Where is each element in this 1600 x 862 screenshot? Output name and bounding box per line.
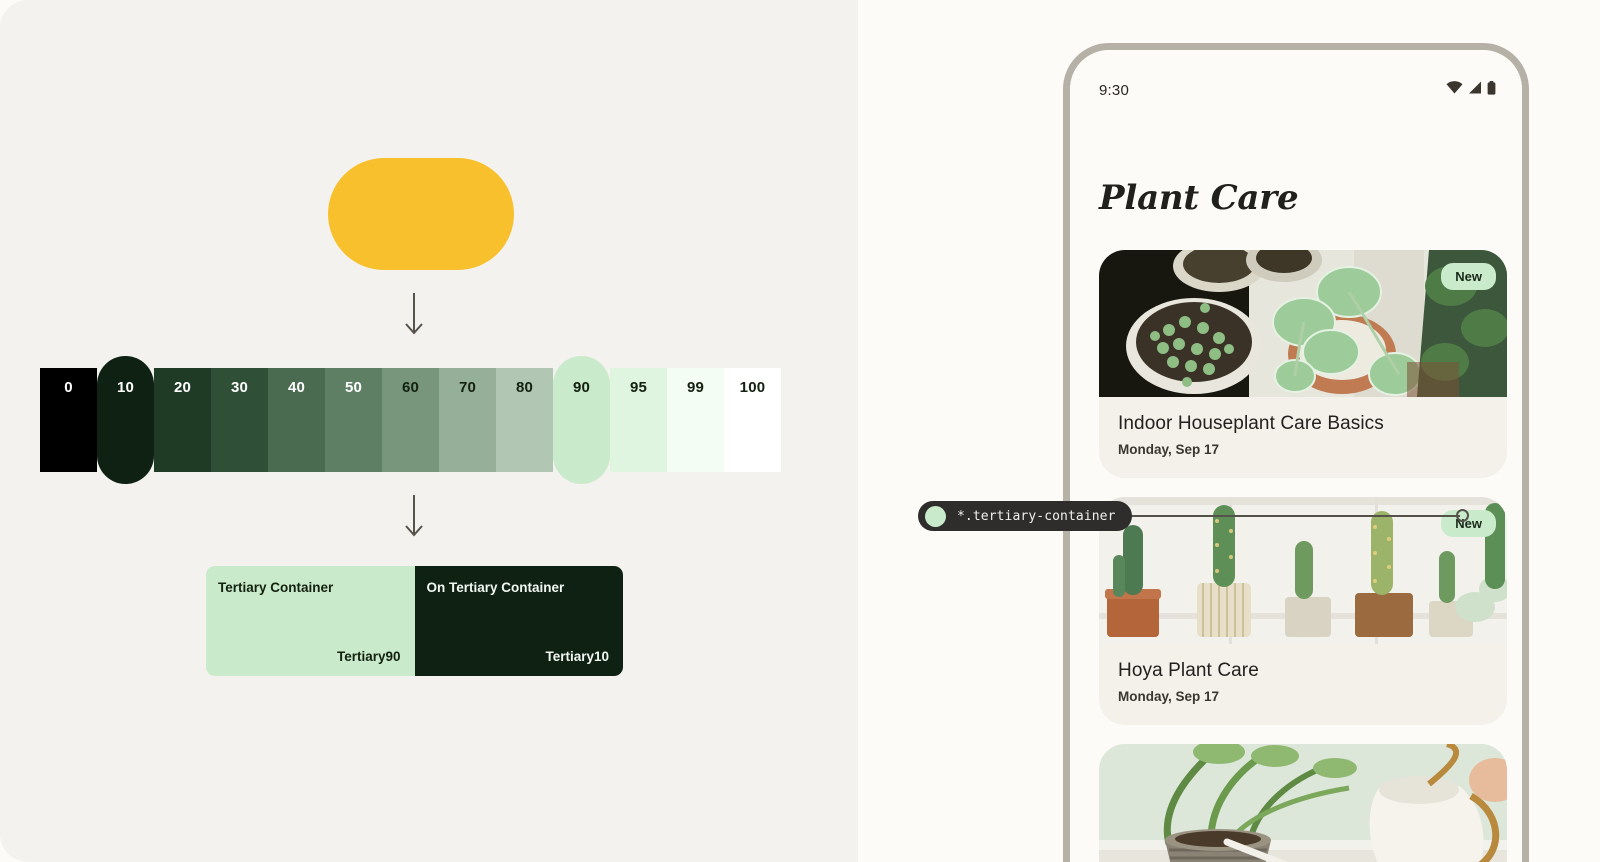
tone-swatch-30[interactable]: 30 xyxy=(211,368,268,472)
status-bar: 9:30 xyxy=(1070,78,1522,102)
inspector-selector-chip[interactable]: *.tertiary-container xyxy=(918,501,1132,531)
tone-label: 80 xyxy=(515,379,534,396)
status-icons xyxy=(1446,80,1496,100)
inspector-selector-label: *.tertiary-container xyxy=(957,508,1116,524)
device-preview-panel: 9:30 Plant Care xyxy=(858,0,1600,862)
inspector-callout-line xyxy=(1060,515,1460,517)
container-role-title: Tertiary Container xyxy=(218,580,334,595)
tone-swatch-20[interactable]: 20 xyxy=(154,368,211,472)
card-title: Indoor Houseplant Care Basics xyxy=(1118,413,1384,434)
tone-swatch-50[interactable]: 50 xyxy=(325,368,382,472)
status-time: 9:30 xyxy=(1099,81,1129,99)
container-tone-label: Tertiary90 xyxy=(336,649,401,664)
palette-panel: 0 10 20 30 40 50 60 70 80 90 95 99 100 Tertiary Cont… xyxy=(40,158,808,676)
tone-swatch-0[interactable]: 0 xyxy=(40,368,97,472)
tone-label: 100 xyxy=(739,379,766,396)
tone-label: 0 xyxy=(64,379,73,396)
new-badge: New xyxy=(1441,263,1496,290)
arrow-down-bottom xyxy=(396,494,432,542)
cactus-shelf-photo: New xyxy=(1099,496,1507,644)
battery-icon xyxy=(1487,80,1496,100)
tone-label: 20 xyxy=(173,379,192,396)
tone-label: 30 xyxy=(230,379,249,396)
card-date: Monday, Sep 17 xyxy=(1118,441,1220,457)
article-card[interactable]: New Hoya Plant Care Monday, Sep 17 xyxy=(1099,496,1507,725)
page-title: Plant Care xyxy=(1099,178,1299,218)
article-card-list: New Indoor Houseplant Care Basics Monday, … xyxy=(1099,250,1507,862)
tertiary-container-swatch[interactable]: Tertiary Container Tertiary90 xyxy=(206,566,415,676)
card-body: Indoor Houseplant Care Basics Monday, Sep… xyxy=(1099,397,1507,478)
tone-label: 50 xyxy=(344,379,363,396)
inspector-target-dot xyxy=(1456,509,1469,522)
tone-label: 40 xyxy=(287,379,306,396)
tone-label: 70 xyxy=(458,379,477,396)
article-card[interactable] xyxy=(1099,743,1507,862)
phone-frame: 9:30 Plant Care xyxy=(1063,43,1529,862)
tone-label: 95 xyxy=(629,379,648,396)
card-date: Monday, Sep 17 xyxy=(1118,688,1220,704)
tone-swatch-40[interactable]: 40 xyxy=(268,368,325,472)
tone-swatch-10[interactable]: 10 xyxy=(97,356,154,484)
tone-label: 90 xyxy=(572,379,591,396)
tonal-palette-row: 0 10 20 30 40 50 60 70 80 90 95 99 100 xyxy=(40,356,808,484)
article-card[interactable]: New Indoor Houseplant Care Basics Monday, … xyxy=(1099,250,1507,478)
phone-screen: 9:30 Plant Care xyxy=(1070,50,1522,862)
tone-swatch-80[interactable]: 80 xyxy=(496,368,553,472)
source-color-swatch[interactable] xyxy=(328,158,514,270)
tone-label: 60 xyxy=(401,379,420,396)
tone-swatch-60[interactable]: 60 xyxy=(382,368,439,472)
tone-label: 99 xyxy=(686,379,705,396)
tone-swatch-90[interactable]: 90 xyxy=(553,356,610,484)
card-title: Hoya Plant Care xyxy=(1118,659,1259,681)
potted-succulents-photo: New xyxy=(1099,250,1507,397)
tone-swatch-99[interactable]: 99 xyxy=(667,368,724,472)
container-role-title: On Tertiary Container xyxy=(426,580,565,595)
tone-label: 10 xyxy=(116,379,135,396)
signal-icon xyxy=(1468,81,1482,99)
tone-swatch-95[interactable]: 95 xyxy=(610,368,667,472)
inspector-color-swatch-icon xyxy=(925,505,946,527)
tone-swatch-100[interactable]: 100 xyxy=(724,368,781,472)
tertiary-container-pair: Tertiary Container Tertiary90 On Tertiary … xyxy=(206,566,623,676)
tone-swatch-70[interactable]: 70 xyxy=(439,368,496,472)
container-tone-label: Tertiary10 xyxy=(545,649,609,664)
arrow-down-top xyxy=(396,292,432,340)
on-tertiary-container-swatch[interactable]: On Tertiary Container Tertiary10 xyxy=(414,566,623,676)
card-body: Hoya Plant Care Monday, Sep 17 xyxy=(1099,644,1507,725)
watering-plant-photo xyxy=(1099,743,1507,862)
wifi-icon xyxy=(1446,81,1463,99)
